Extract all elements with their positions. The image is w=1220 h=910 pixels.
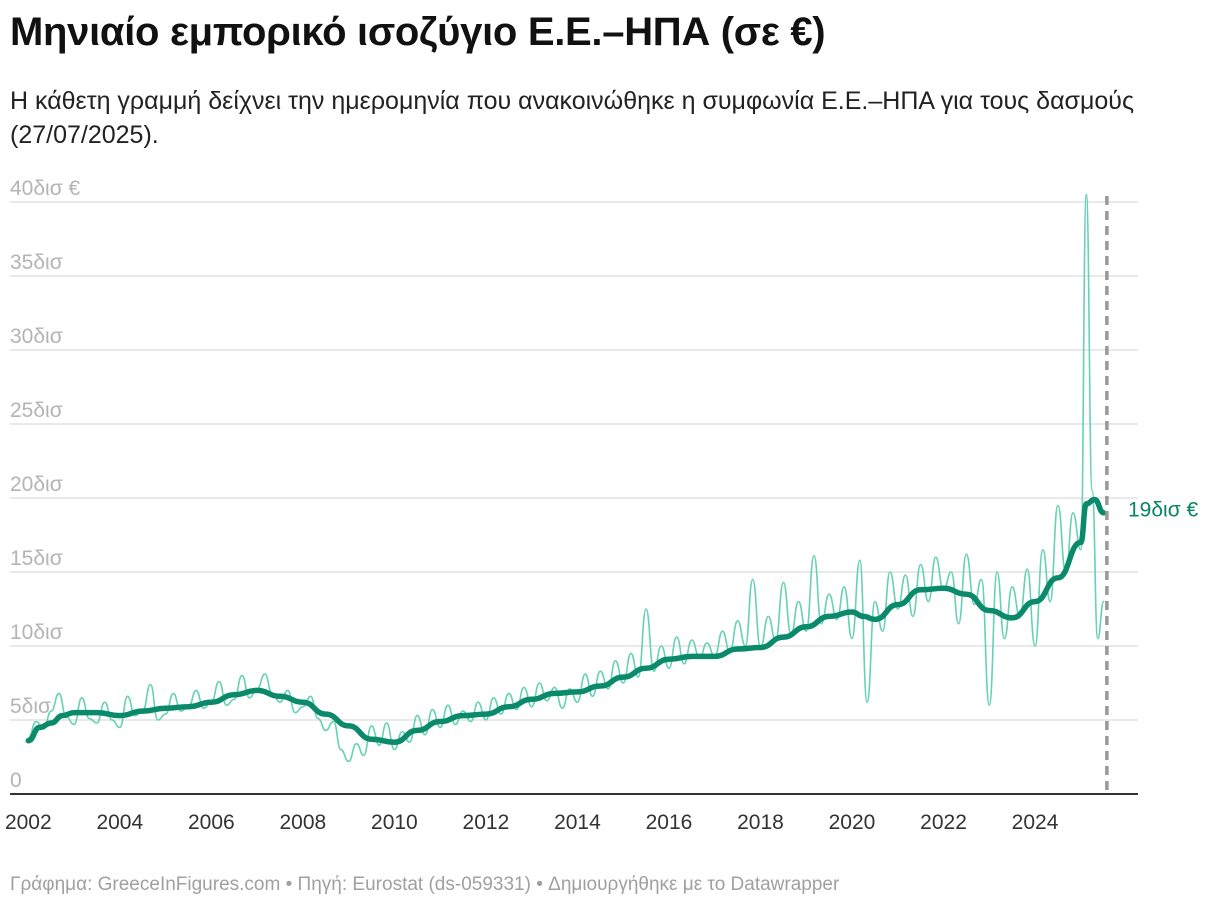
y-tick-label: 35δισ [10, 251, 63, 274]
y-tick-label: 25δισ [10, 399, 63, 422]
x-tick-label: 2014 [554, 811, 601, 834]
end-value-label: 19δισ € [1128, 498, 1199, 521]
x-axis-ticks: 2002 2004 2006 2008 2010 2012 2014 2016 2018 2020… [5, 811, 1059, 834]
y-tick-label: 20δισ [10, 473, 63, 496]
x-tick-label: 2006 [188, 811, 235, 834]
x-tick-label: 2004 [96, 811, 143, 834]
x-tick-label: 2012 [463, 811, 510, 834]
x-tick-label: 2018 [737, 811, 784, 834]
y-tick-label: 5δισ [10, 695, 51, 718]
x-tick-label: 2024 [1012, 811, 1059, 834]
x-tick-label: 2002 [5, 811, 52, 834]
y-tick-label: 10δισ [10, 621, 63, 644]
grid-lines [10, 201, 1138, 721]
series [25, 193, 1107, 763]
x-tick-label: 2020 [829, 811, 876, 834]
x-tick-label: 2016 [646, 811, 693, 834]
x-tick-label: 2008 [280, 811, 327, 834]
chart-subtitle: Η κάθετη γραμμή δείχνει την ημερομηνία π… [10, 87, 1134, 149]
y-tick-label: 15δισ [10, 547, 63, 570]
chart-footer: Γράφημα: GreeceInFigures.com • Πηγή: Eur… [10, 874, 840, 895]
series-line-average [25, 496, 1107, 745]
y-tick-label: 0 [10, 769, 22, 792]
x-tick-label: 2022 [920, 811, 967, 834]
chart-title: Μηνιαίο εμπορικό ισοζύγιο Ε.Ε.–ΗΠΑ (σε €… [10, 10, 826, 54]
x-tick-label: 2010 [371, 811, 418, 834]
series-line-monthly [27, 193, 1105, 763]
y-axis-ticks: 0 5δισ 10δισ 15δισ 20δισ 25δισ 30δισ 35δισ 40δισ… [10, 177, 81, 792]
y-tick-label: 30δισ [10, 325, 63, 348]
y-tick-label: 40δισ € [10, 177, 81, 200]
